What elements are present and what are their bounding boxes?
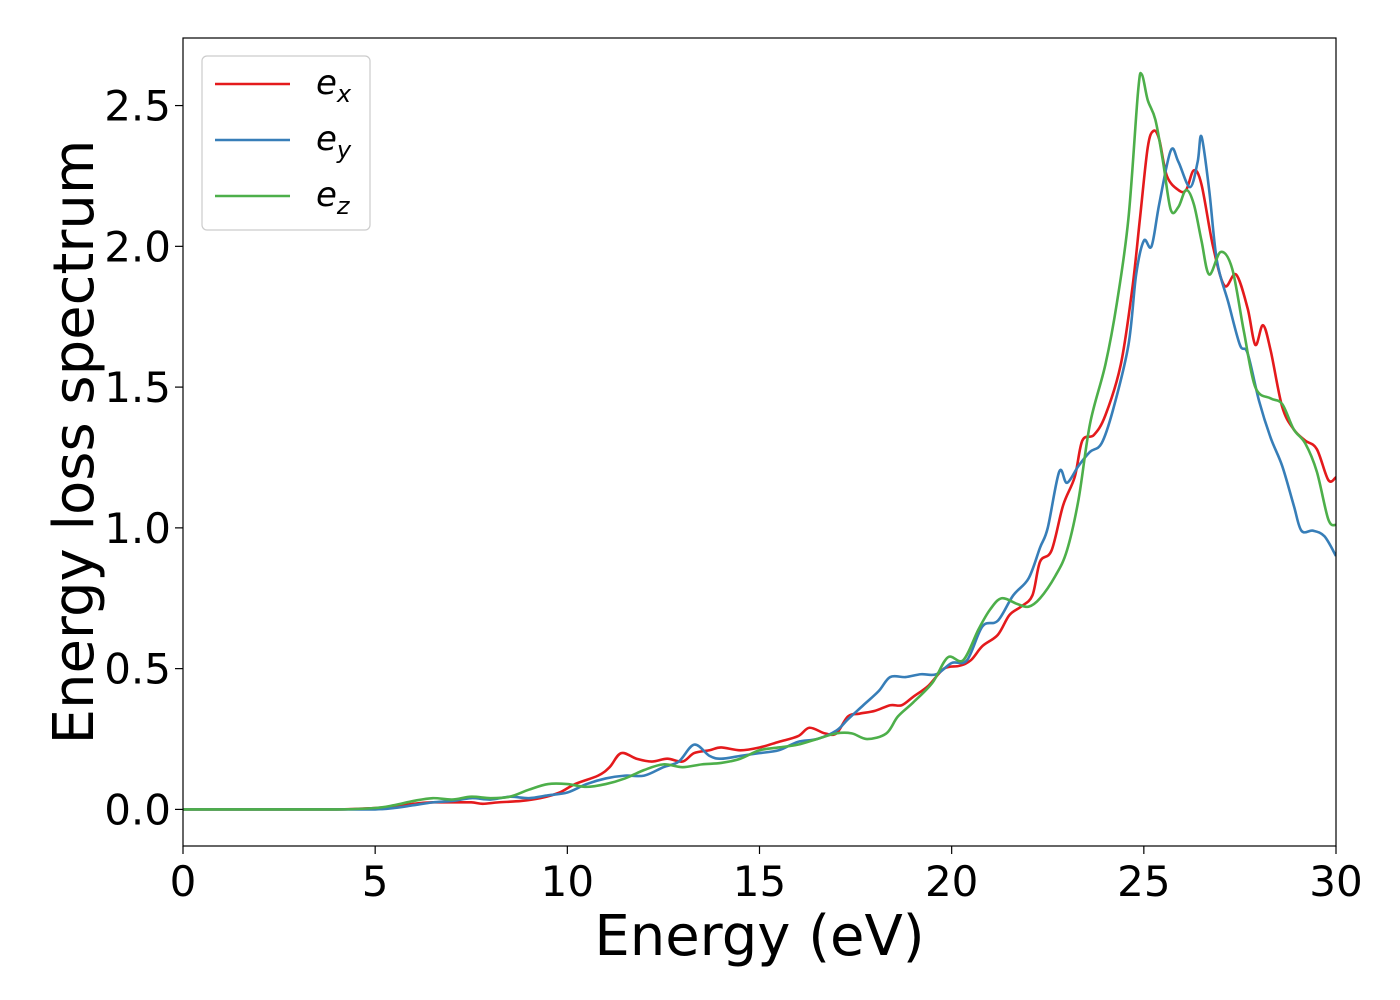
legend: ex ey ez [201, 55, 371, 231]
y-tick-label: 1.5 [104, 363, 171, 412]
x-tick-label: 20 [925, 857, 978, 906]
legend-label-e_y: ey [316, 119, 352, 164]
y-tick-label: 0.0 [104, 785, 171, 834]
x-tick-label: 10 [541, 857, 594, 906]
y-tick-label: 2.5 [104, 82, 171, 131]
x-tick-label: 5 [362, 857, 389, 906]
y-tick-label: 2.0 [104, 222, 171, 271]
series-layer [183, 71, 1336, 811]
y-tick-label: 0.5 [104, 645, 171, 694]
y-axis-title: Energy loss spectrum [42, 140, 107, 745]
x-tick-label: 15 [733, 857, 786, 906]
x-tick-label: 25 [1117, 857, 1170, 906]
series-line-e_y [183, 134, 1336, 811]
x-axis-ticks: 0 5 10 15 20 25 30 [170, 846, 1363, 906]
series-line-e_x [183, 129, 1336, 811]
legend-label-e_z: ez [316, 175, 351, 220]
x-tick-label: 0 [170, 857, 197, 906]
series-line-e_z [183, 71, 1336, 811]
x-axis-title: Energy (eV) [594, 904, 924, 969]
y-tick-label: 1.0 [104, 504, 171, 553]
y-axis-ticks: 0.0 0.5 1.0 1.5 2.0 2.5 [104, 82, 183, 834]
legend-box [201, 55, 371, 231]
x-tick-label: 30 [1309, 857, 1362, 906]
legend-label-e_x: ex [316, 63, 352, 108]
